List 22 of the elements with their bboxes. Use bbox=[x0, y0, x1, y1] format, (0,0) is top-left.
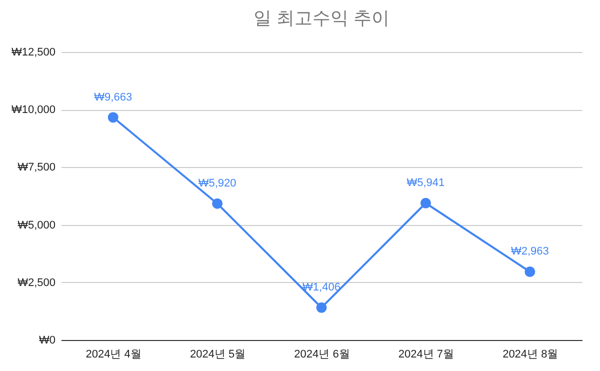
point bbox=[212, 198, 223, 209]
y-tick-label: ₩7,500 bbox=[18, 162, 56, 174]
x-tick-label: 2024년 7월 bbox=[398, 348, 454, 360]
chart-title: 일 최고수익 추이 bbox=[253, 8, 390, 28]
data-label: ₩9,663 bbox=[94, 91, 132, 104]
point bbox=[108, 112, 118, 123]
point bbox=[316, 302, 327, 313]
y-tick-label: ₩5,000 bbox=[18, 219, 56, 232]
y-tick-label: ₩10,000 bbox=[11, 104, 56, 116]
x-tick-label: 2024년 8월 bbox=[502, 348, 558, 360]
data-label: ₩2,963 bbox=[510, 246, 549, 258]
data-label: ₩5,941 bbox=[406, 177, 445, 190]
point bbox=[420, 198, 431, 208]
data-label: ₩5,920 bbox=[198, 178, 236, 190]
x-tick-label: 2024년 6월 bbox=[294, 348, 350, 360]
x-tick-label: 2024년 5월 bbox=[190, 348, 246, 360]
y-tick-label: ₩2,500 bbox=[18, 276, 56, 289]
x-tick-label: 2024년 4월 bbox=[86, 348, 142, 360]
point bbox=[524, 266, 536, 277]
y-tick-label: ₩0 bbox=[39, 334, 56, 346]
data-label: ₩1,406 bbox=[302, 282, 340, 294]
y-tick-label: ₩12,500 bbox=[11, 46, 56, 58]
